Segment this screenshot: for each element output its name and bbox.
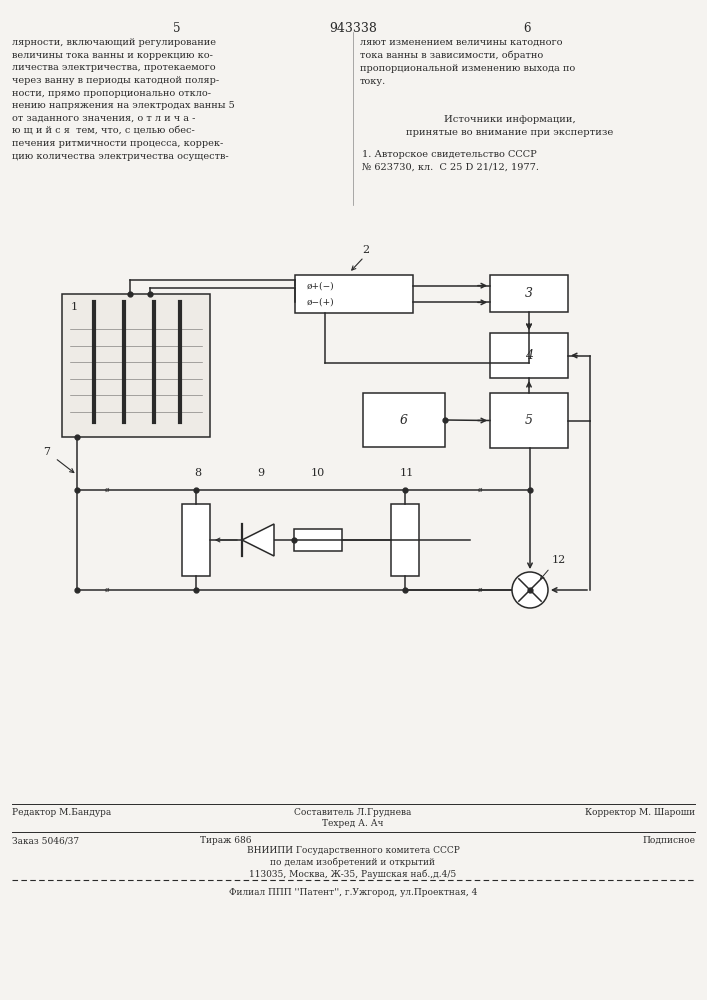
Text: 6: 6 <box>523 22 531 35</box>
Text: 7: 7 <box>44 447 50 457</box>
Text: ляют изменением величины катодного
тока ванны в зависимости, обратно
пропорциона: ляют изменением величины катодного тока … <box>360 38 575 86</box>
Text: ø: ø <box>105 586 110 594</box>
Text: 11: 11 <box>400 468 414 478</box>
Bar <box>490 393 568 448</box>
Bar <box>295 275 413 313</box>
Text: 1. Авторское свидетельство СССР
№ 623730, кл.  С 25 D 21/12, 1977.: 1. Авторское свидетельство СССР № 623730… <box>362 150 539 172</box>
Text: 943338: 943338 <box>329 22 377 35</box>
Text: Корректор М. Шароши: Корректор М. Шароши <box>585 808 695 817</box>
Text: ø: ø <box>478 486 482 494</box>
Bar <box>62 294 210 437</box>
Bar <box>490 333 568 378</box>
Bar <box>391 504 419 576</box>
Bar <box>363 393 445 447</box>
Text: принятые во внимание при экспертизе: принятые во внимание при экспертизе <box>407 128 614 137</box>
Polygon shape <box>242 524 274 556</box>
Text: Подписное: Подписное <box>642 836 695 845</box>
Text: ø−(+): ø−(+) <box>307 298 334 307</box>
Text: 10: 10 <box>311 468 325 478</box>
Bar <box>294 529 342 551</box>
Text: 4: 4 <box>525 349 533 362</box>
Circle shape <box>512 572 548 608</box>
Text: 2: 2 <box>363 245 370 255</box>
Text: 12: 12 <box>552 555 566 565</box>
Bar <box>490 275 568 312</box>
Text: 9: 9 <box>257 468 264 478</box>
Text: Филиал ППП ''Патент'', г.Ужгород, ул.Проектная, 4: Филиал ППП ''Патент'', г.Ужгород, ул.Про… <box>229 888 477 897</box>
Text: ВНИИПИ Государственного комитета СССР
по делам изобретений и открытий
113035, Мо: ВНИИПИ Государственного комитета СССР по… <box>247 846 460 879</box>
Text: ø: ø <box>105 486 110 494</box>
Text: Источники информации,: Источники информации, <box>444 115 576 124</box>
Bar <box>182 504 210 576</box>
Text: 5: 5 <box>525 414 533 427</box>
Text: лярности, включающий регулирование
величины тока ванны и коррекцию ко-
личества : лярности, включающий регулирование велич… <box>12 38 235 161</box>
Text: ø+(−): ø+(−) <box>307 282 334 291</box>
Text: 3: 3 <box>525 287 533 300</box>
Text: 1: 1 <box>71 302 78 312</box>
Text: Редактор М.Бандура: Редактор М.Бандура <box>12 808 111 817</box>
Text: Заказ 5046/37: Заказ 5046/37 <box>12 836 79 845</box>
Text: 8: 8 <box>194 468 201 478</box>
Text: ø: ø <box>478 586 482 594</box>
Text: Тираж 686: Тираж 686 <box>200 836 252 845</box>
Text: Составитель Л.Груднева
Техред А. Ач: Составитель Л.Груднева Техред А. Ач <box>294 808 411 828</box>
Text: 5: 5 <box>173 22 181 35</box>
Text: 6: 6 <box>400 414 408 426</box>
